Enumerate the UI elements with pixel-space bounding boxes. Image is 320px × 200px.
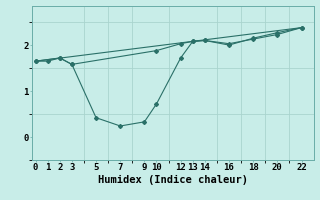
X-axis label: Humidex (Indice chaleur): Humidex (Indice chaleur) xyxy=(98,175,248,185)
